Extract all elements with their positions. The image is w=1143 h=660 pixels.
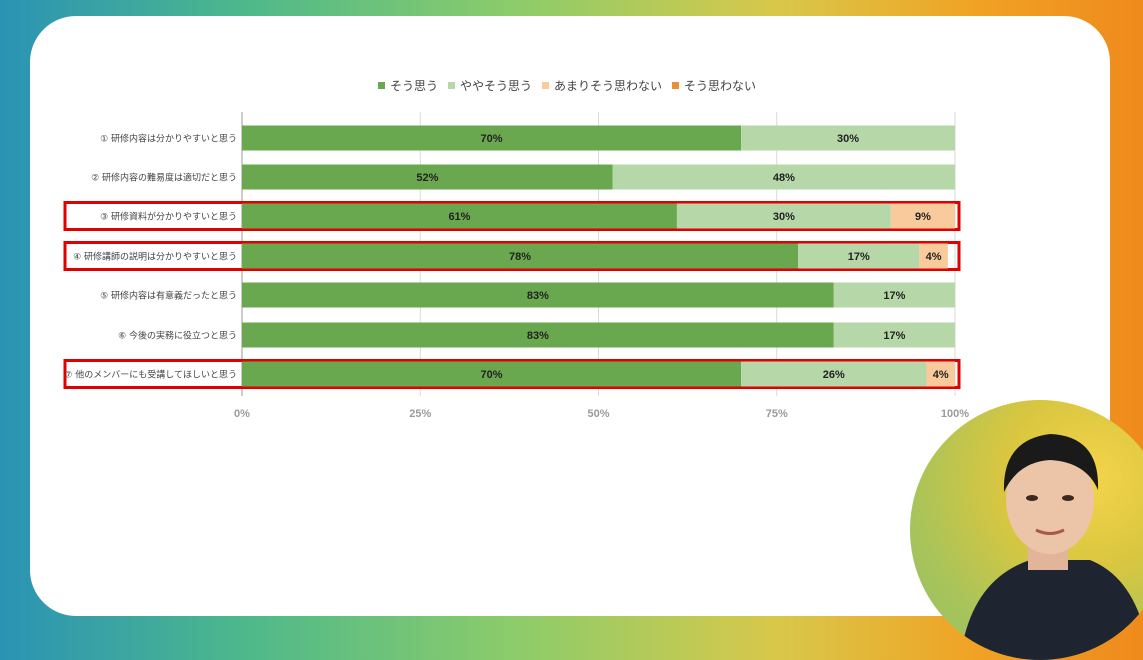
bar-segment	[242, 125, 742, 151]
bar-segment	[833, 282, 955, 308]
data-label: 48%	[773, 172, 795, 184]
highlight-box	[63, 201, 961, 231]
data-label: 83%	[527, 290, 549, 302]
bar-segment	[926, 361, 955, 387]
data-label: 30%	[837, 133, 859, 145]
x-tick-label: 25%	[409, 408, 431, 420]
category-label: ⑥ 今後の実務に役立つと思う	[118, 330, 237, 342]
data-label: 17%	[883, 290, 905, 302]
highlight-box	[63, 359, 961, 389]
data-label: 70%	[481, 133, 503, 145]
highlight-box	[63, 241, 961, 271]
data-label: 17%	[883, 330, 905, 342]
bar-segment	[242, 361, 742, 387]
bar-segment	[242, 203, 677, 229]
legend-label: そう思わない	[684, 79, 756, 93]
data-label: 30%	[773, 211, 795, 223]
x-tick-label: 75%	[766, 408, 788, 420]
category-label: ② 研修内容の難易度は適切だと思う	[91, 172, 237, 184]
legend-label: あまりそう思わない	[554, 79, 662, 93]
data-label: 17%	[848, 251, 870, 263]
bar-segment	[242, 282, 834, 308]
x-tick-label: 100%	[941, 408, 969, 420]
bar-segment	[676, 203, 891, 229]
bar-segment	[890, 203, 955, 229]
bar-segment	[242, 243, 799, 269]
bar-segment	[741, 125, 955, 151]
x-tick-label: 50%	[587, 408, 609, 420]
legend-label: ややそう思う	[460, 79, 532, 93]
data-label: 78%	[509, 251, 531, 263]
bar-segment	[242, 164, 613, 190]
data-label: 70%	[481, 369, 503, 381]
category-label: ⑤ 研修内容は有意義だったと思う	[100, 290, 237, 302]
data-label: 61%	[448, 211, 470, 223]
data-label: 83%	[527, 330, 549, 342]
data-label: 9%	[915, 211, 931, 223]
bar-segment	[833, 322, 955, 348]
legend-swatch	[542, 82, 549, 89]
bar-segment	[612, 164, 955, 190]
data-label: 4%	[933, 369, 949, 381]
data-label: 26%	[823, 369, 845, 381]
legend-swatch	[672, 82, 679, 89]
bar-segment	[242, 322, 834, 348]
category-label: ① 研修内容は分かりやすいと思う	[100, 133, 237, 145]
legend-swatch	[448, 82, 455, 89]
stacked-bar-chart: 0% 25% 50% 75% 100% 70% 30% ① 研修内容は分かりやすいと思う 52%…	[63, 79, 969, 420]
data-label: 4%	[926, 251, 942, 263]
x-tick-label: 0%	[234, 408, 250, 420]
presenter-video-thumbnail	[910, 400, 1143, 660]
legend-label: そう思う	[390, 79, 438, 93]
bar-segment	[798, 243, 920, 269]
presenter-image	[960, 434, 1143, 660]
bar-segment	[741, 361, 927, 387]
bar-segment	[919, 243, 948, 269]
legend-swatch	[378, 82, 385, 89]
category-label: ④ 研修講師の説明は分かりやすいと思う	[73, 251, 237, 263]
category-label: ⑦ 他のメンバーにも受講してほしいと思う	[64, 369, 237, 381]
category-label: ③ 研修資料が分かりやすいと思う	[100, 211, 237, 223]
data-label: 52%	[416, 172, 438, 184]
